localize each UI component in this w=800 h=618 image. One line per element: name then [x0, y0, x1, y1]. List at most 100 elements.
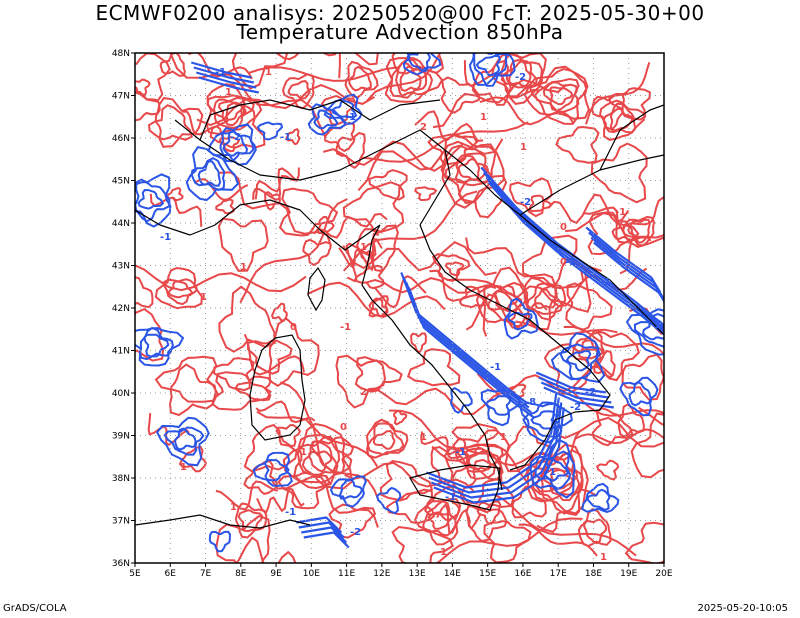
warm-contour	[621, 353, 664, 401]
footer-right: 2025-05-20-10:05	[697, 603, 788, 614]
cold-contour	[207, 123, 257, 166]
cold-contour	[619, 376, 659, 417]
warm-contour	[440, 76, 480, 114]
longitude-axis: 5E 6E 7E 8E 9E 10E 11E 12E 13E 14E 15E 16E 17E 18E 19E…	[129, 563, 673, 579]
cold-contour	[329, 475, 367, 508]
warm-contour-label: 0	[560, 222, 567, 233]
coastline	[135, 514, 311, 529]
cold-contour	[475, 54, 501, 77]
lat-tick-label: 41N	[112, 347, 130, 357]
warm-contour	[231, 53, 288, 90]
cold-contour-label: -1	[545, 467, 556, 478]
warm-contour	[345, 232, 380, 283]
warm-contour	[255, 400, 316, 424]
warm-contour	[384, 57, 444, 103]
cold-contour	[135, 178, 171, 223]
warm-contour-label: 1	[200, 292, 207, 303]
warm-contour	[392, 409, 408, 426]
cold-contour	[301, 526, 348, 544]
warm-contour	[475, 266, 531, 328]
warm-contour	[135, 276, 154, 309]
cold-contour-label: -8	[525, 397, 536, 408]
warm-contour	[441, 133, 505, 209]
warm-contour	[362, 121, 529, 163]
cold-contour	[190, 61, 252, 79]
warm-contour	[135, 264, 307, 293]
cold-contour-label: -1	[215, 67, 226, 78]
warm-contour	[316, 215, 335, 235]
warm-contour-label: 1	[440, 547, 447, 558]
warm-contour	[542, 81, 578, 112]
warm-contour	[511, 485, 547, 519]
warm-contour	[344, 60, 379, 99]
cold-contour	[586, 488, 611, 512]
cold-contour	[529, 438, 576, 499]
lat-tick-label: 42N	[112, 304, 130, 314]
map-frame	[134, 52, 665, 564]
warm-contour-label: 1	[360, 242, 367, 253]
coastline	[599, 104, 664, 171]
warm-contour	[599, 99, 646, 141]
cold-contour	[543, 457, 569, 482]
warm-contour	[587, 211, 640, 256]
warm-contour	[365, 277, 497, 294]
lon-tick-label: 18E	[585, 569, 602, 579]
warm-contour	[590, 142, 648, 204]
cold-contour	[628, 380, 652, 407]
cold-contour	[331, 99, 358, 119]
warm-contour-label: 0	[560, 257, 567, 268]
warm-contour	[307, 281, 446, 318]
warm-contour	[620, 196, 664, 231]
cold-contour	[642, 316, 664, 341]
warm-contour	[619, 232, 664, 275]
warm-contour	[282, 422, 354, 490]
warm-contour	[206, 94, 255, 130]
warm-contour	[271, 302, 288, 322]
lat-tick-label: 39N	[112, 432, 130, 442]
warm-contour	[188, 53, 253, 80]
lon-tick-label: 17E	[550, 569, 567, 579]
cold-contour	[296, 516, 343, 534]
chart-subtitle: Temperature Advection 850hPa	[236, 20, 564, 44]
warm-contour	[367, 169, 408, 201]
warm-contour	[217, 100, 244, 121]
warm-contour-label: 1	[420, 432, 427, 443]
warm-contour	[523, 283, 567, 321]
warm-contour	[275, 53, 338, 61]
warm-contour	[328, 503, 377, 539]
warm-contour	[410, 332, 427, 353]
warm-contour-label: -1	[340, 322, 351, 333]
cold-contour-label: -2	[515, 72, 526, 83]
warm-contour	[165, 187, 184, 202]
warm-contour	[596, 459, 620, 481]
cold-contour	[193, 66, 255, 84]
cold-contour-label: -1	[455, 447, 466, 458]
cold-contour-label: -1	[345, 112, 356, 123]
warm-contour	[444, 261, 465, 277]
warm-contour	[548, 86, 574, 106]
warm-contour	[611, 220, 636, 241]
warm-contour	[583, 518, 607, 545]
coastline	[135, 199, 381, 251]
lon-tick-label: 11E	[338, 569, 355, 579]
warm-contour	[638, 406, 664, 427]
cold-contour	[185, 145, 240, 202]
lat-tick-label: 48N	[112, 49, 130, 59]
footer-left: GrADS/COLA	[3, 603, 67, 614]
warm-contour	[464, 447, 501, 473]
lon-tick-label: 9E	[270, 569, 282, 579]
warm-contour	[483, 281, 528, 324]
lat-tick-label: 46N	[112, 134, 130, 144]
cold-contour-label: -1	[285, 507, 296, 518]
warm-contour	[271, 475, 379, 528]
warm-contour	[348, 65, 372, 92]
warm-contour	[434, 517, 583, 563]
cold-contour	[406, 53, 431, 73]
warm-contour	[287, 80, 311, 100]
cold-contour	[135, 173, 172, 228]
warm-contour	[367, 387, 504, 415]
warm-contour	[335, 354, 386, 409]
warm-contour	[430, 446, 469, 486]
warm-contour	[395, 61, 428, 99]
